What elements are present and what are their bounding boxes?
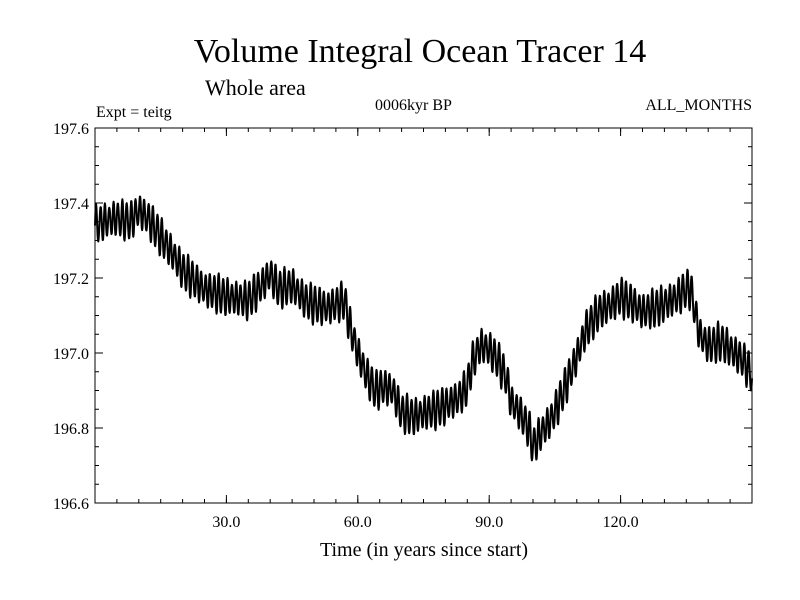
y-axis: 196.6 196.8 197.0 197.2 197.4 197.6 — [53, 121, 752, 513]
y-tick-label: 197.4 — [53, 196, 89, 213]
x-axis-label: Time (in years since start) — [320, 539, 528, 561]
y-tick-label: 197.0 — [53, 346, 89, 363]
chart-subtitle: Whole area — [205, 75, 306, 100]
x-tick-label: 30.0 — [212, 514, 240, 531]
data-line — [94, 195, 753, 462]
expt-label: Expt = teitg — [96, 104, 172, 121]
x-tick-label: 120.0 — [603, 514, 639, 531]
period-label: 0006kyr BP — [375, 97, 452, 114]
x-tick-label: 90.0 — [475, 514, 503, 531]
x-axis: 30.0 60.0 90.0 120.0 — [94, 128, 753, 531]
y-tick-label: 197.6 — [53, 121, 89, 138]
y-tick-label: 197.2 — [53, 271, 89, 288]
y-tick-label: 196.8 — [53, 421, 89, 438]
x-tick-label: 60.0 — [344, 514, 372, 531]
months-label: ALL_MONTHS — [645, 97, 752, 114]
chart-title: Volume Integral Ocean Tracer 14 — [194, 33, 647, 70]
y-tick-label: 196.6 — [53, 496, 89, 513]
